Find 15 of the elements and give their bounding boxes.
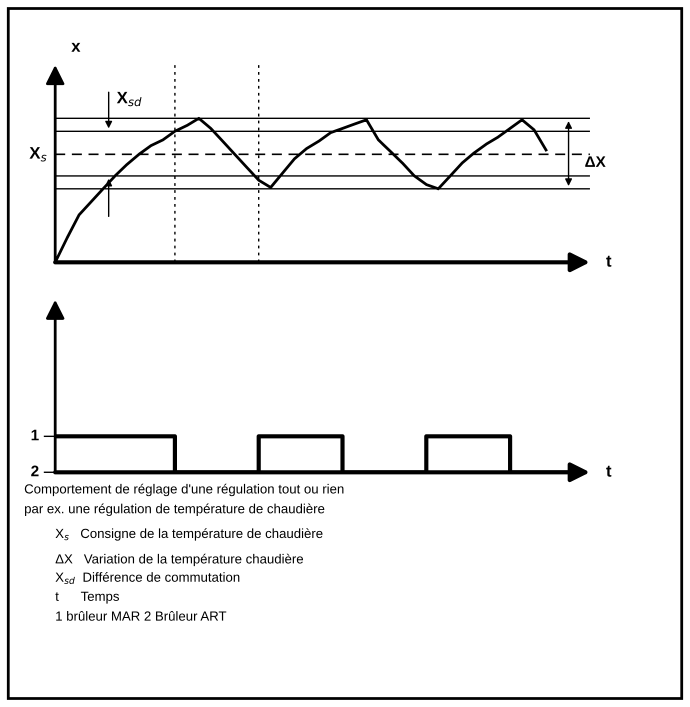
x-axis-title: t [606, 466, 612, 477]
annotation: ΔX [585, 156, 606, 167]
text: X$_{s}$ Consigne de la température de chaudière [55, 528, 322, 541]
x-axis-title: t [606, 256, 612, 267]
text: X$_{sd}$ Différence de commutation [55, 572, 240, 584]
text: ΔX Variation de la température chaudière [56, 554, 304, 566]
text: X$_{sd}$ [116, 92, 142, 106]
text: 1 [32, 430, 39, 440]
text: Comportement de réglage d'une régulation tout ou rien [24, 484, 344, 496]
text: t Temps [55, 592, 120, 604]
text: 1 brûleur MAR 2 Brûleur ART [56, 611, 226, 621]
text: par ex. une régulation de température de chaudière [25, 504, 324, 516]
text: 2 [31, 466, 39, 476]
ref-line-label: X$_{s}$ [29, 147, 46, 162]
y-axis-title: x [71, 42, 80, 52]
